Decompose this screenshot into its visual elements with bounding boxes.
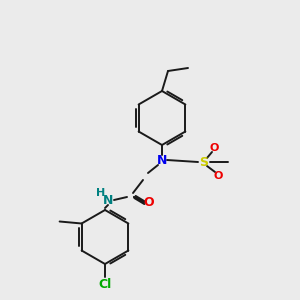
Text: N: N — [157, 154, 167, 166]
Text: O: O — [144, 196, 154, 209]
Text: S: S — [200, 155, 208, 169]
Text: O: O — [209, 143, 219, 153]
Text: Cl: Cl — [98, 278, 112, 290]
Text: O: O — [213, 171, 223, 181]
Text: N: N — [103, 194, 113, 206]
Text: H: H — [96, 188, 106, 198]
